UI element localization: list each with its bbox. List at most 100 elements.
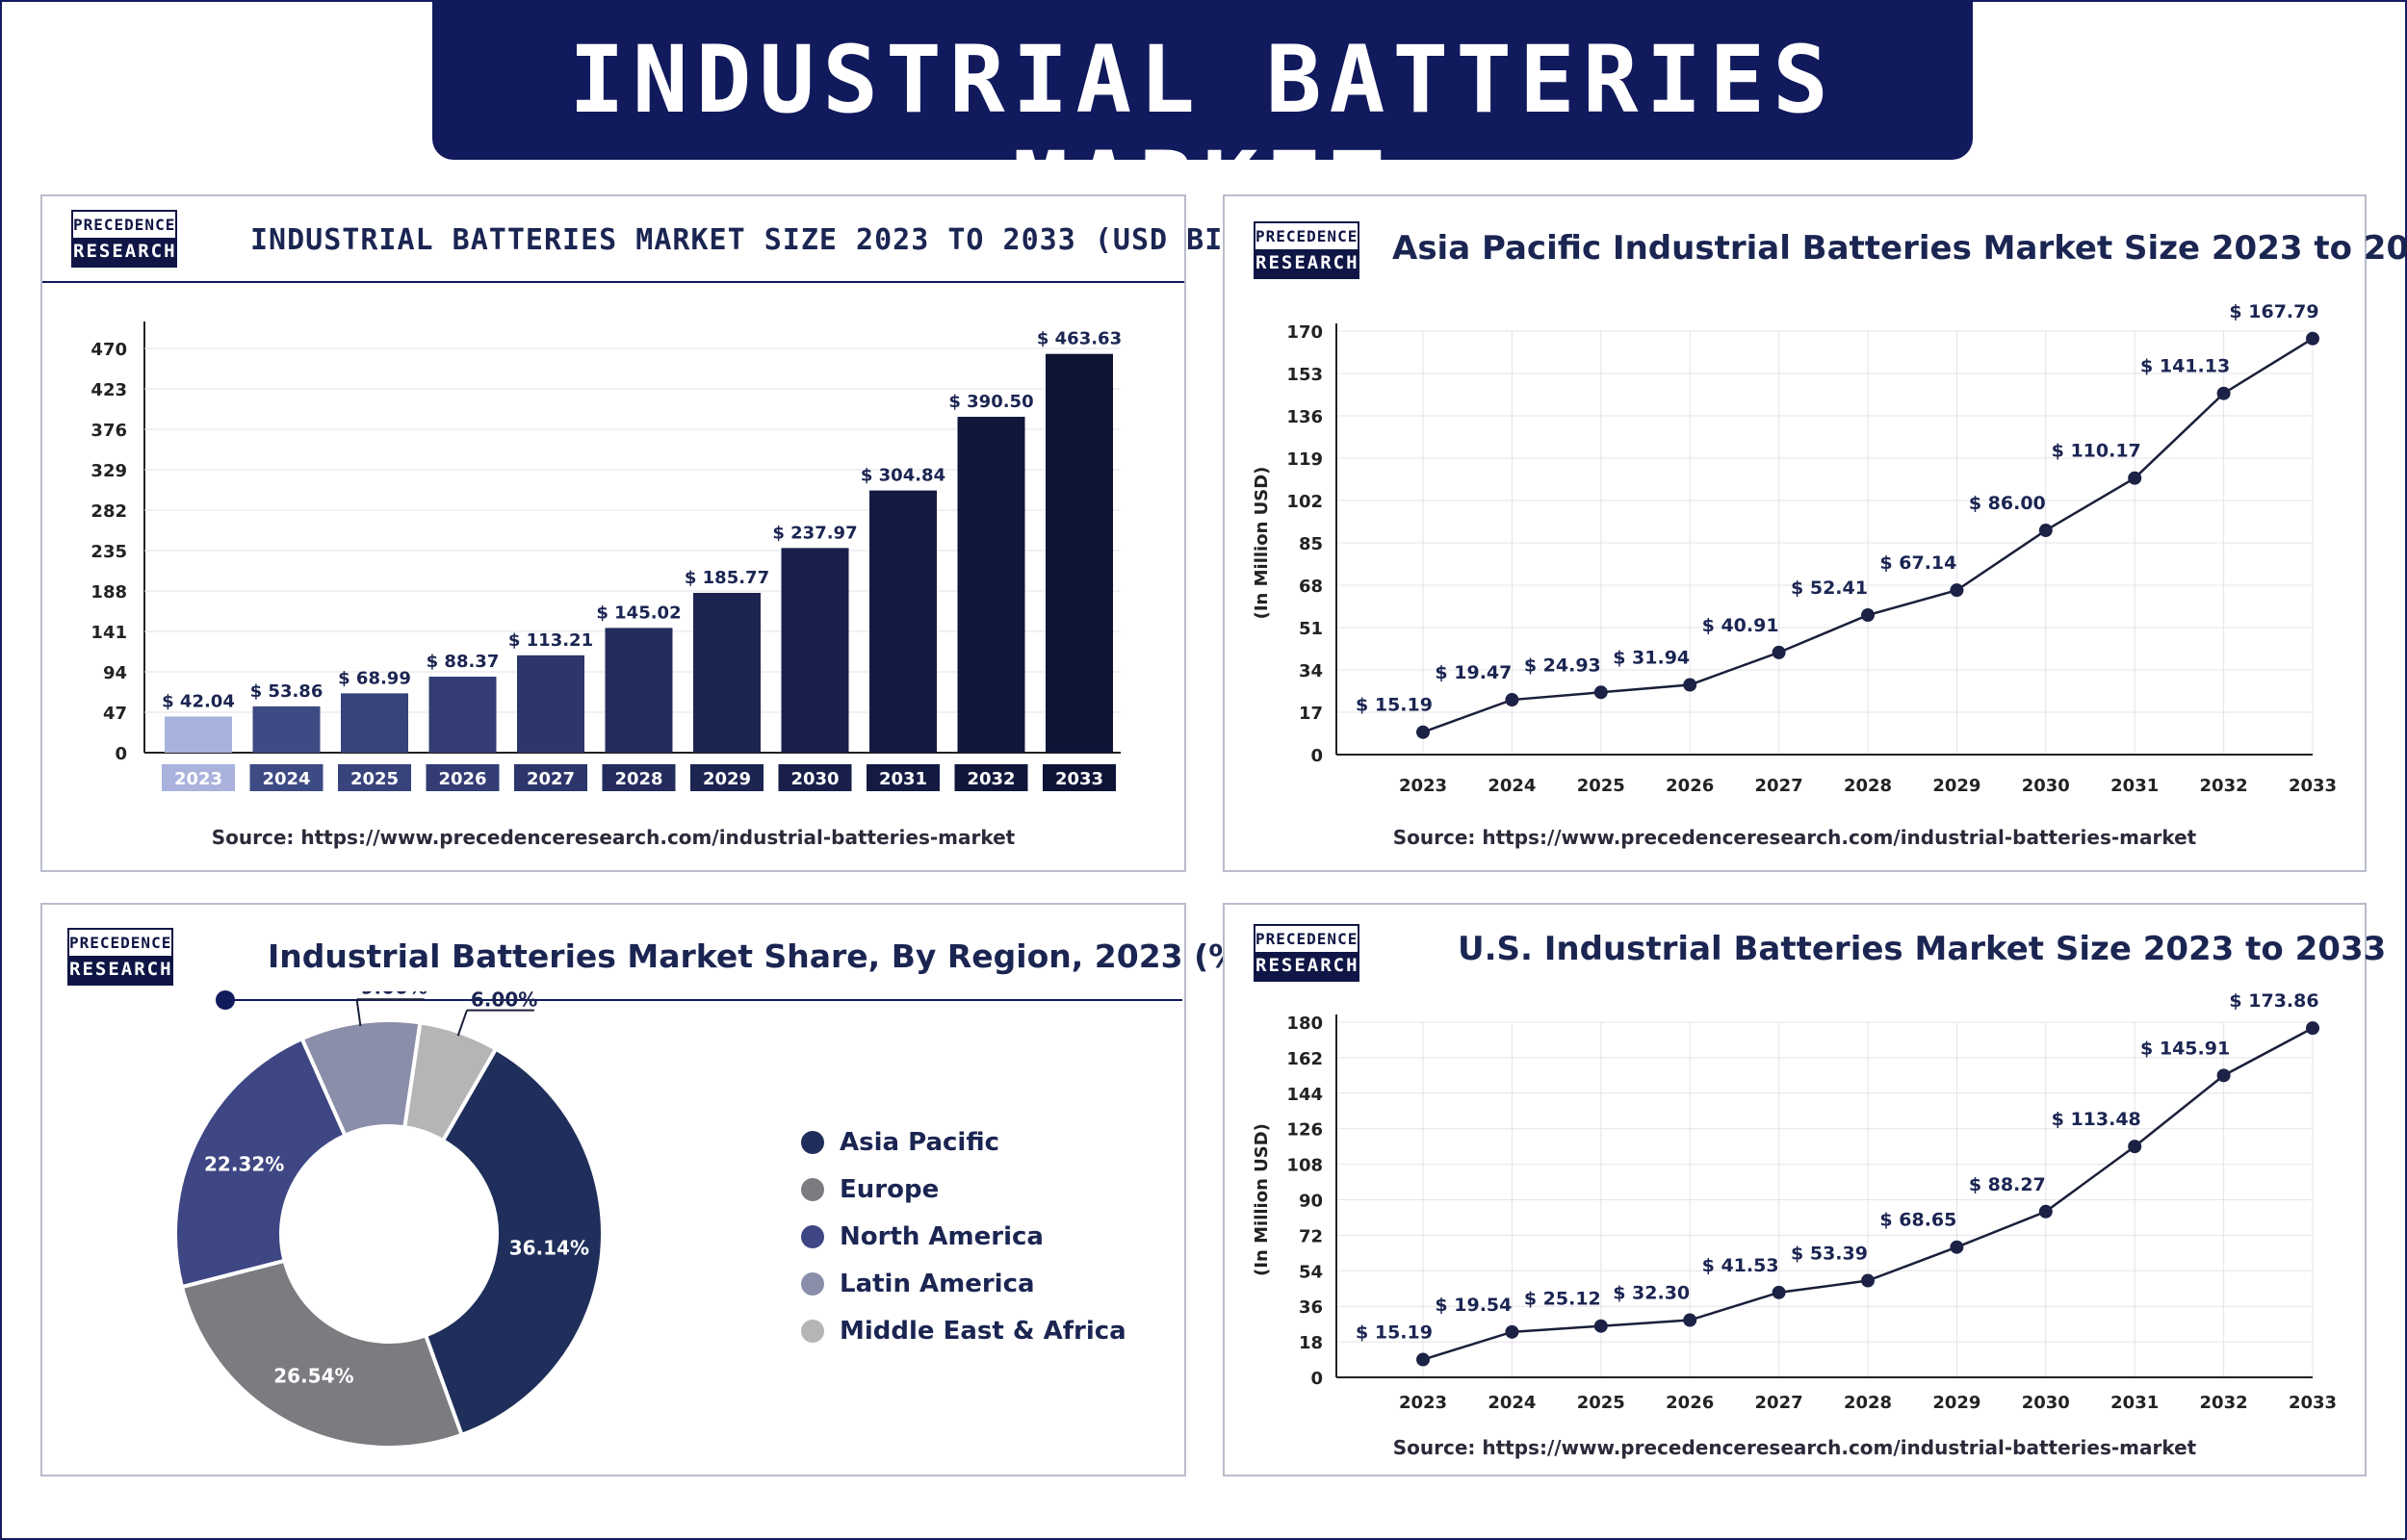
data-point [1861, 1273, 1875, 1288]
bar-value-label: $ 390.50 [948, 392, 1033, 412]
data-label: $ 145.91 [2140, 1038, 2230, 1059]
slice-label: 9.00% [361, 991, 427, 998]
y-tick-label: 376 [91, 421, 127, 441]
y-tick-label: 423 [91, 380, 127, 400]
data-label: $ 15.19 [1356, 1322, 1433, 1344]
data-point [2306, 1021, 2319, 1036]
x-tick-label: 2030 [790, 769, 839, 789]
x-tick-label: 2025 [350, 769, 399, 789]
y-tick-label: 470 [91, 340, 127, 360]
y-tick-label: 0 [1310, 1369, 1323, 1389]
x-tick-label: 2033 [2289, 776, 2337, 796]
data-label: $ 173.86 [2229, 990, 2318, 1012]
bar-value-label: $ 463.63 [1037, 329, 1122, 349]
bar [957, 417, 1025, 753]
slice-leader-line [355, 999, 362, 1027]
x-tick-label: 2027 [527, 769, 575, 789]
data-label: $ 25.12 [1524, 1289, 1601, 1310]
x-tick-label: 2032 [2200, 776, 2248, 796]
data-point [2306, 331, 2319, 346]
data-label: $ 53.39 [1791, 1244, 1868, 1265]
data-point [1593, 1319, 1608, 1333]
data-label: $ 88.27 [1969, 1174, 2046, 1195]
asia-pacific-panel: PRECEDENCE RESEARCH Asia Pacific Industr… [1223, 194, 2407, 872]
y-tick-label: 329 [91, 461, 127, 481]
x-tick-box [338, 764, 411, 791]
x-tick-label: 2024 [262, 769, 310, 789]
data-label: $ 19.54 [1435, 1295, 1512, 1316]
y-tick-label: 72 [1299, 1226, 1323, 1246]
bar-chart-source: Source: https://www.precedenceresearch.c… [211, 826, 1016, 849]
data-point [1416, 1352, 1430, 1367]
x-tick-label: 2031 [2110, 776, 2159, 796]
bar [605, 628, 673, 753]
data-label: $ 141.13 [2140, 356, 2230, 377]
y-tick-label: 235 [91, 542, 127, 562]
x-tick-label: 2026 [1666, 1393, 1714, 1413]
x-tick-label: 2027 [1755, 776, 1803, 796]
bar [869, 490, 937, 753]
bar [517, 654, 584, 753]
asia-pacific-title: Asia Pacific Industrial Batteries Market… [1392, 229, 2407, 268]
x-tick-box [954, 764, 1028, 791]
data-point [1505, 693, 1519, 707]
data-label: $ 68.65 [1879, 1210, 1956, 1231]
legend-item: Europe [801, 1166, 1126, 1213]
slice-label: 22.32% [204, 1152, 284, 1175]
x-tick-label: 2031 [879, 769, 927, 789]
bar-chart-title: INDUSTRIAL BATTERIES MARKET SIZE 2023 TO… [250, 223, 1333, 257]
bar-value-label: $ 42.04 [162, 691, 235, 711]
bar-value-label: $ 185.77 [685, 568, 769, 588]
y-tick-label: 90 [1299, 1192, 1323, 1212]
data-label: $ 41.53 [1702, 1255, 1779, 1276]
data-point [1950, 583, 1964, 598]
title-banner: INDUSTRIAL BATTERIES MARKET [432, 0, 1973, 239]
x-tick-label: 2029 [1932, 1393, 1980, 1413]
data-label: $ 167.79 [2229, 301, 2318, 322]
data-label: $ 86.00 [1969, 493, 2046, 514]
asia-pacific-line-chart: 0 17 34 51 68 85 102 119 136 153 170 2023 2024 2025 20… [1252, 301, 2337, 796]
donut-chart: 36.14% 26.54% 22.32% 9.00% 6.00% [173, 991, 605, 1450]
y-tick-label: 36 [1299, 1297, 1323, 1318]
legend-marker [801, 1130, 824, 1154]
x-tick-box [426, 764, 500, 791]
y-tick-label: 102 [1286, 492, 1323, 512]
legend-item: Latin America [801, 1260, 1126, 1307]
y-tick-label: 0 [115, 744, 127, 764]
x-tick-box [162, 764, 235, 791]
x-tick-label: 2023 [1399, 776, 1447, 796]
precedence-research-logo: PRECEDENCE RESEARCH [1254, 924, 1359, 982]
y-tick-label: 282 [91, 501, 127, 522]
us-panel: PRECEDENCE RESEARCH U.S. Industrial Batt… [1223, 903, 2386, 1476]
x-tick-label: 2027 [1755, 1393, 1803, 1413]
x-tick-label: 2030 [2022, 776, 2070, 796]
x-tick-label: 2023 [174, 769, 222, 789]
x-tick-label: 2028 [1844, 776, 1892, 796]
data-point [1593, 685, 1608, 700]
y-tick-label: 18 [1299, 1333, 1323, 1353]
donut-slice [402, 1020, 499, 1143]
y-tick-label: 47 [103, 704, 127, 724]
bar-value-label: $ 68.99 [338, 668, 411, 688]
y-tick-label: 68 [1299, 577, 1323, 597]
x-tick-label: 2024 [1488, 1393, 1536, 1413]
x-tick-label: 2029 [703, 769, 751, 789]
donut-slice [179, 1258, 465, 1450]
data-label: $ 15.19 [1356, 695, 1433, 716]
precedence-research-logo: PRECEDENCE RESEARCH [71, 210, 177, 268]
x-tick-label: 2028 [1844, 1393, 1892, 1413]
bar-value-label: $ 145.02 [596, 603, 681, 623]
data-label: $ 52.41 [1791, 578, 1868, 599]
bar-chart-panel: PRECEDENCE RESEARCH INDUSTRIAL BATTERIES… [40, 194, 1333, 872]
x-tick-box [1043, 764, 1116, 791]
y-tick-label: 54 [1299, 1262, 1323, 1282]
data-point [1416, 725, 1430, 739]
x-tick-label: 2031 [2110, 1393, 2159, 1413]
data-point [1772, 645, 1786, 659]
title-divider [42, 281, 1184, 283]
precedence-research-logo: PRECEDENCE RESEARCH [1254, 221, 1359, 279]
y-axis-title: (In Million USD) [1252, 1123, 1272, 1276]
legend-marker [801, 1319, 824, 1343]
y-axis-title: (In Million USD) [1252, 467, 1272, 620]
bar [1046, 353, 1113, 753]
